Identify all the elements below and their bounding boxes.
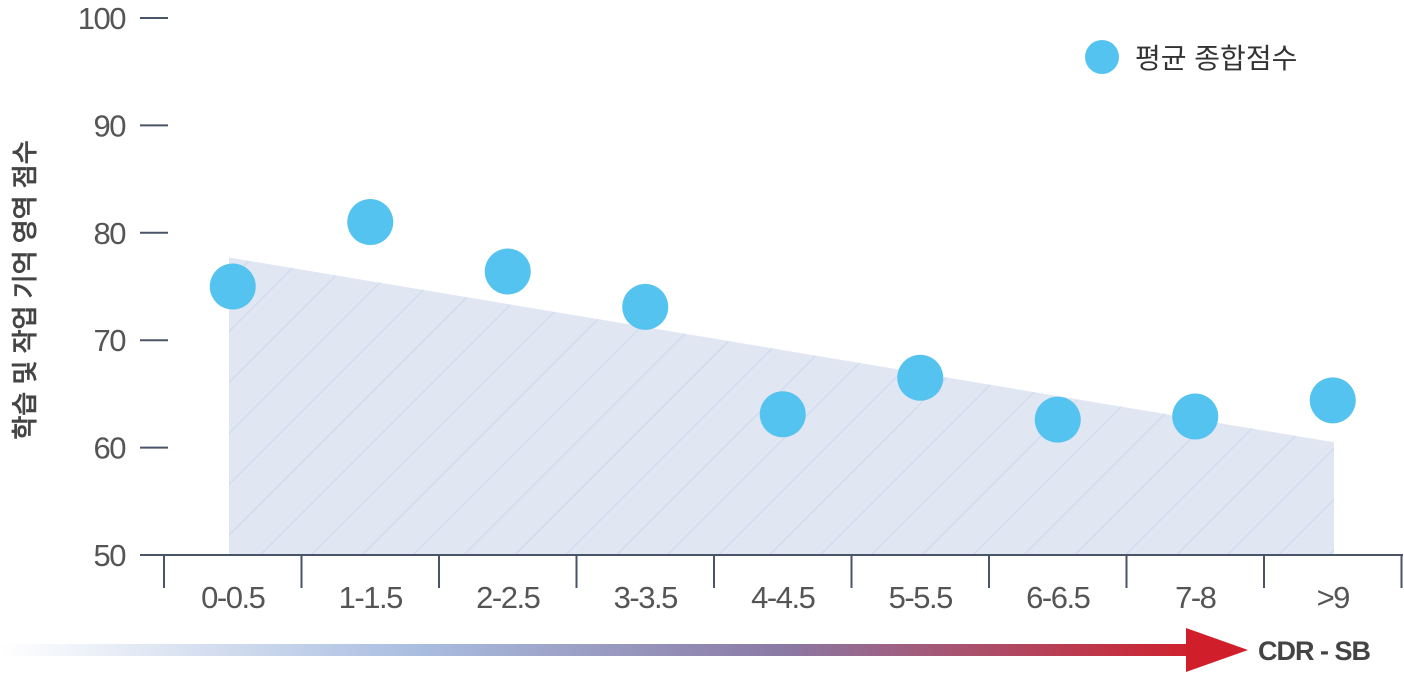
y-axis-label: 학습 및 작업 기억 영역 점수	[10, 140, 40, 439]
x-tick-label: 7-8	[1175, 580, 1216, 615]
data-point	[759, 391, 806, 438]
x-tick-label: 5-5.5	[889, 580, 952, 615]
data-point	[347, 199, 394, 246]
cdr-arrow	[0, 628, 1248, 672]
x-axis-label: CDR - SB	[1258, 636, 1370, 666]
legend: 평균 종합점수	[1085, 40, 1297, 74]
y-tick-label: 60	[94, 431, 127, 466]
y-tick-label: 80	[94, 216, 127, 251]
y-tick-label: 100	[78, 1, 126, 36]
legend-label: 평균 종합점수	[1135, 43, 1297, 74]
data-point	[622, 283, 669, 330]
x-tick-label: 0-0.5	[201, 580, 264, 615]
legend-marker	[1085, 40, 1119, 74]
arrow-head	[1186, 628, 1248, 672]
y-tick-label: 50	[94, 538, 127, 573]
y-tick-label: 70	[94, 323, 127, 358]
x-tick-label: >9	[1317, 580, 1350, 615]
x-tick-label: 1-1.5	[339, 580, 402, 615]
x-tick-label: 6-6.5	[1026, 580, 1089, 615]
data-point	[484, 248, 531, 295]
data-point	[1034, 396, 1081, 443]
data-point	[209, 263, 256, 310]
x-tick-label: 2-2.5	[476, 580, 539, 615]
data-point	[1172, 393, 1219, 440]
data-point	[1309, 377, 1356, 424]
x-tick-label: 3-3.5	[614, 580, 677, 615]
x-tick-label: 4-4.5	[751, 580, 814, 615]
arrow-shaft	[0, 644, 1200, 656]
y-tick-label: 90	[94, 108, 127, 143]
data-point	[897, 354, 944, 401]
